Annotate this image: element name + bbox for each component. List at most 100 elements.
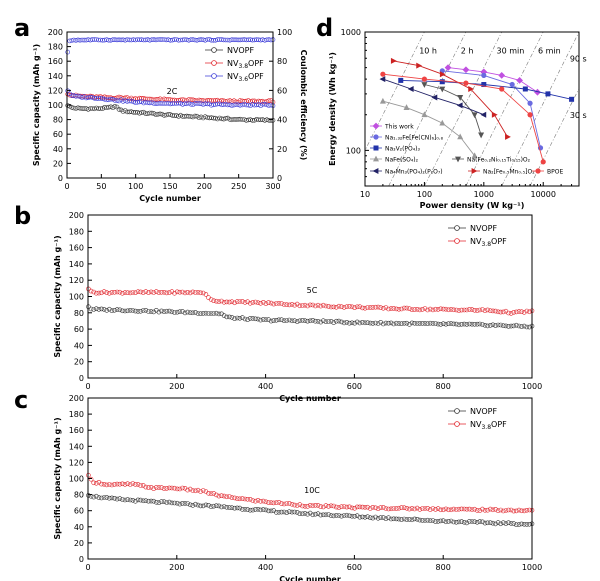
point-NVOPF (143, 307, 149, 313)
series-point (379, 76, 386, 83)
point-NV3.8OPF (464, 307, 470, 313)
point-NVOPF (286, 317, 292, 323)
point-NV3.8OPF (172, 485, 177, 491)
legend-marker (454, 225, 460, 231)
legend-label: NaFe(SO₄)₂ (385, 157, 419, 164)
point-NV3.8OPF (221, 299, 227, 305)
point-NVOPF (495, 520, 501, 525)
point-NV3.8OPF (96, 290, 102, 296)
point-NVOPF (263, 507, 269, 513)
point-NVOPF (234, 315, 240, 321)
point-NVOPF (260, 507, 266, 512)
point-NV3.8OPF (393, 506, 399, 511)
point-NVOPF (117, 496, 123, 501)
point-NV3.8OPF (127, 482, 133, 487)
point-NV3.8OPF (328, 503, 334, 509)
point-NVOPF (146, 309, 151, 314)
point-NVOPF (412, 516, 417, 522)
point-NV3.8OPF (336, 505, 342, 510)
point-NV3.8OPF (146, 485, 151, 490)
point-NVOPF (180, 501, 185, 506)
point-NVOPF (297, 318, 303, 324)
point-NV3.8OPF (521, 310, 527, 315)
series-point (380, 71, 386, 77)
legend-label: Na₂[Fe₀.₅Mn₀.₅]O₂ (483, 169, 535, 176)
point-NV3.8OPF (195, 289, 201, 295)
point-NVOPF (493, 521, 498, 527)
point-NV3.8OPF (114, 481, 120, 487)
point-NV3.8OPF (323, 303, 329, 309)
point-NVOPF (166, 112, 171, 117)
legend-label: Na(Fe₀.₂Ni₀.₁₅Ti₀.₁₅)O₂ (467, 157, 531, 164)
point-NVOPF (396, 321, 402, 326)
point-NVOPF (487, 323, 493, 328)
y-tick-label: 60 (74, 507, 84, 516)
point-NV3.8OPF (216, 299, 222, 305)
point-NVOPF (185, 309, 190, 315)
point-NV3.8OPF (104, 482, 109, 488)
point-NV3.8OPF (91, 480, 96, 486)
point-NV3.8OPF (393, 306, 399, 312)
y-tick-label: 80 (74, 491, 84, 500)
legend-marker (372, 122, 380, 130)
point-NV3.8OPF (279, 301, 284, 306)
point-NVOPF (425, 321, 430, 327)
point-NV3.8OPF (190, 97, 196, 103)
point-NV3.8OPF (474, 308, 480, 313)
point-NVOPF (370, 321, 376, 326)
point-NV3.8OPF (417, 307, 423, 313)
point-NV3.8OPF (456, 506, 462, 512)
legend-marker (211, 47, 217, 53)
point-NV3.8OPF (391, 306, 397, 311)
point-NV3.8OPF (292, 302, 297, 308)
point-NVOPF (276, 509, 282, 515)
point-NVOPF (469, 519, 475, 524)
point-NVOPF (245, 507, 250, 512)
point-NV3.8OPF (320, 302, 326, 308)
point-NVOPF (224, 504, 229, 510)
point-NV3.8OPF (305, 303, 310, 309)
y-axis-label: Specific capacity (mAh g⁻¹) (53, 235, 62, 357)
point-NVOPF (221, 116, 226, 122)
point-NVOPF (125, 308, 130, 314)
point-NV3.8OPF (190, 289, 196, 295)
point-NVOPF (333, 318, 339, 324)
point-NV3.8OPF (281, 501, 287, 507)
point-NVOPF (109, 495, 115, 501)
point-NVOPF (266, 508, 271, 514)
point-NVOPF (344, 512, 350, 518)
point-NVOPF (433, 519, 438, 524)
point-NVOPF (511, 521, 517, 526)
point-NVOPF (310, 317, 316, 323)
point-NVOPF (440, 321, 446, 327)
x-tick-label: 200 (169, 382, 184, 391)
point-NVOPF (202, 114, 208, 119)
point-NV3.8OPF (365, 305, 370, 310)
point-NV3.8OPF (104, 290, 109, 295)
time-guide-labels: 10 h 2 h 30 min 6 min 90 s 30 s (419, 46, 587, 119)
point-NV3.8OPF (263, 499, 269, 505)
point-NV3.8OPF (469, 507, 475, 512)
point-NVOPF (214, 310, 219, 316)
point-NVOPF (443, 519, 449, 525)
point-NV3.8OPF (174, 289, 180, 295)
point-NV3.8OPF (234, 496, 240, 502)
point-NVOPF (521, 323, 527, 329)
point-NV3.6OPF (108, 96, 114, 102)
point-NVOPF (297, 511, 303, 517)
plot-frame (87, 214, 533, 379)
point-NV3.8OPF (404, 505, 410, 511)
point-NVOPF (104, 495, 109, 500)
point-NVOPF (237, 315, 243, 321)
point-NVOPF (404, 320, 410, 326)
time-guide-line (388, 32, 467, 186)
point-NVOPF (237, 505, 243, 511)
point-NV3.8OPF (391, 506, 397, 511)
point-NVOPF (122, 308, 128, 314)
point-NV3.8OPF (247, 496, 253, 502)
rate-annotation: 5C (307, 286, 318, 295)
point-NV3.8OPF (487, 506, 493, 512)
point-NVOPF (88, 306, 94, 312)
point-NV3.8OPF (151, 486, 156, 492)
point-NV3.8OPF (180, 289, 185, 295)
